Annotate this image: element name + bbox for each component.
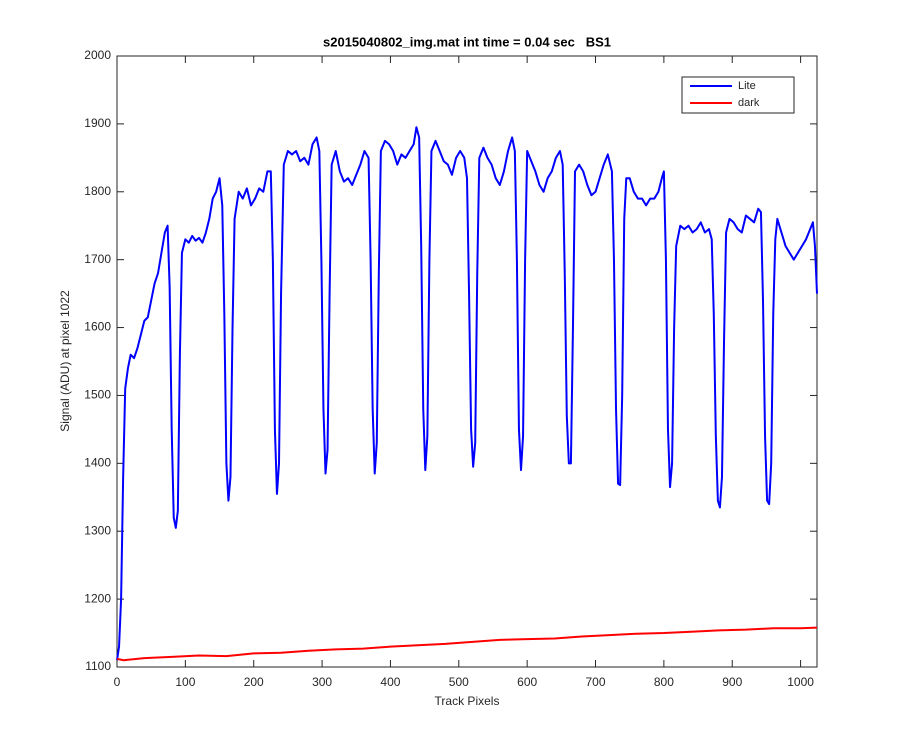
y-tick-label: 1300 (84, 523, 111, 537)
y-tick-label: 1500 (84, 388, 111, 402)
y-tick-label: 1600 (84, 320, 111, 334)
x-axis-label: Track Pixels (435, 694, 500, 708)
legend-label: Lite (738, 80, 756, 92)
plot-area (116, 55, 818, 668)
y-tick-label: 1800 (84, 184, 111, 198)
x-tick-label: 700 (586, 675, 606, 689)
x-tick-label: 300 (312, 675, 332, 689)
y-tick-label: 1700 (84, 252, 111, 266)
x-tick-label: 100 (175, 675, 195, 689)
x-tick-label: 1000 (787, 675, 814, 689)
x-tick-label: 500 (449, 675, 469, 689)
legend-box (681, 76, 795, 114)
legend-label: dark (738, 97, 760, 109)
y-axis-label: Signal (ADU) at pixel 1022 (58, 290, 72, 432)
y-tick-label: 1200 (84, 591, 111, 605)
x-tick-label: 0 (114, 675, 121, 689)
x-tick-label: 800 (654, 675, 674, 689)
x-tick-label: 600 (517, 675, 537, 689)
x-tick-label: 200 (244, 675, 264, 689)
y-tick-label: 1100 (85, 659, 111, 673)
x-tick-label: 900 (722, 675, 742, 689)
y-tick-label: 1900 (84, 116, 111, 130)
y-tick-label: 1400 (84, 456, 111, 470)
y-tick-label: 2000 (84, 48, 111, 62)
data-line (116, 126, 818, 661)
data-line (116, 626, 818, 662)
x-tick-label: 400 (380, 675, 400, 689)
chart-title: s2015040802_img.mat int time = 0.04 sec … (323, 34, 611, 49)
